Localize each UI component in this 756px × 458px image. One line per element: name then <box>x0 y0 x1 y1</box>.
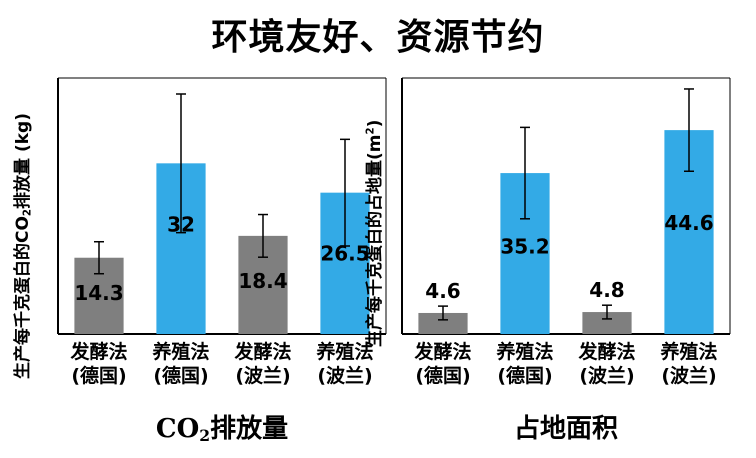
land-category-label: 养殖法 <box>659 340 717 363</box>
co2-value-label: 14.3 <box>74 281 123 305</box>
co2-caption-prefix: CO <box>155 414 200 444</box>
land-category-label: 发酵法 <box>577 340 635 363</box>
page-title: 环境友好、资源节约 <box>211 17 545 58</box>
land-category-label: (波兰) <box>661 364 716 387</box>
co2-category-label: 养殖法 <box>151 340 209 363</box>
land-caption: 占地面积 <box>513 414 618 444</box>
co2-bar-chart: 14.3发酵法(德国)32养殖法(德国)18.4发酵法(波兰)26.5养殖法(波… <box>57 77 387 387</box>
co2-caption-suffix: 排放量 <box>210 414 289 444</box>
co2-category-label: (德国) <box>153 364 208 387</box>
co2-value-label: 32 <box>167 212 195 236</box>
land-ylabel-prefix: 生产每千克蛋白的占地量(m <box>365 134 385 347</box>
land-value-label: 44.6 <box>664 211 713 235</box>
co2-chart-panel: 生产每千克蛋白的CO2排放量 (kg) 14.3 发酵法 (德国) 32 养殖法 (德国)… <box>13 72 392 400</box>
co2-category-label: 发酵法 <box>233 340 291 363</box>
land-category-label: 发酵法 <box>413 340 471 363</box>
co2-ylabel-prefix: 生产每千克蛋白的CO <box>13 216 33 379</box>
land-category-label: (德国) <box>497 364 552 387</box>
co2-value-label: 18.4 <box>238 269 287 293</box>
land-y-axis-label: 生产每千克蛋白的占地量(m2) <box>360 120 385 347</box>
land-bar <box>418 312 468 334</box>
land-ylabel-suffix: ) <box>365 119 385 128</box>
co2-ylabel-suffix: 排放量 (kg) <box>13 113 33 209</box>
land-category-label: 养殖法 <box>495 340 553 363</box>
co2-y-axis-label: 生产每千克蛋白的CO2排放量 (kg) <box>8 113 34 379</box>
land-value-label: 4.6 <box>425 279 460 303</box>
co2-caption-subscript: 2 <box>199 425 211 445</box>
land-bar-chart: 4.6发酵法(德国)35.2养殖法(德国)4.8发酵法(波兰)44.6养殖法(波… <box>401 77 731 387</box>
co2-category-label: (波兰) <box>235 364 290 387</box>
co2-category-label: (德国) <box>71 364 126 387</box>
co2-category-label: (波兰) <box>317 364 372 387</box>
land-chart-panel: 生产每千克蛋白的占地量(m2) 4.6 发酵法 (德国) 35.2 养殖法 (德国) 4.8… <box>365 72 736 400</box>
land-value-label: 35.2 <box>500 234 549 258</box>
co2-ylabel-subscript: 2 <box>22 208 34 217</box>
land-ylabel-superscript: 2 <box>365 127 377 135</box>
land-category-label: (德国) <box>415 364 470 387</box>
land-bar <box>582 312 632 334</box>
co2-value-label: 26.5 <box>320 242 369 266</box>
co2-category-label: 养殖法 <box>315 340 373 363</box>
land-category-label: (波兰) <box>579 364 634 387</box>
co2-category-label: 发酵法 <box>69 340 127 363</box>
co2-caption: CO2排放量 <box>52 408 392 445</box>
land-value-label: 4.8 <box>589 278 624 302</box>
